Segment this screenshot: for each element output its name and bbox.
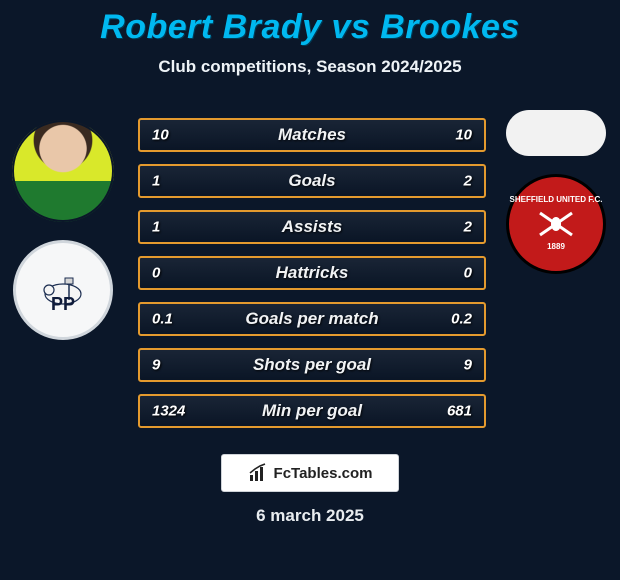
brand-text: FcTables.com	[274, 465, 373, 482]
stat-label: Assists	[282, 217, 342, 237]
stat-label: Goals	[288, 171, 335, 191]
page-title: Robert Brady vs Brookes	[0, 0, 620, 47]
club-badge-left	[13, 240, 113, 340]
stat-value-left: 1324	[152, 403, 185, 420]
swords-icon	[534, 207, 578, 241]
stat-bar: 9 Shots per goal 9	[138, 348, 486, 382]
stat-bar: 1 Goals 2	[138, 164, 486, 198]
chart-icon	[248, 463, 268, 483]
stat-bars: 10 Matches 10 1 Goals 2 1 Assists 2 0 Hattricks 0 0.…	[138, 118, 486, 428]
badge-right-text: SHEFFIELD UNITED F.C.	[510, 196, 603, 205]
right-column: SHEFFIELD UNITED F.C. 1889	[500, 110, 612, 274]
stat-bar: 1 Assists 2	[138, 210, 486, 244]
stat-value-right: 0	[464, 265, 472, 282]
stat-value-left: 0.1	[152, 311, 173, 328]
left-column	[8, 120, 118, 340]
stat-value-left: 10	[152, 127, 169, 144]
footer-date: 6 march 2025	[0, 506, 620, 526]
stat-value-right: 0.2	[451, 311, 472, 328]
player-photo-right-placeholder	[506, 110, 606, 156]
stat-bar: 1324 Min per goal 681	[138, 394, 486, 428]
stat-label: Matches	[278, 125, 346, 145]
stat-value-right: 9	[464, 357, 472, 374]
lamb-icon	[35, 270, 91, 310]
stat-value-left: 0	[152, 265, 160, 282]
stat-label: Shots per goal	[253, 355, 371, 375]
comparison-arena: SHEFFIELD UNITED F.C. 1889 10Matches101G…	[0, 98, 620, 458]
subtitle: Club competitions, Season 2024/2025	[0, 57, 620, 77]
stat-label: Min per goal	[262, 401, 362, 421]
club-badge-right: SHEFFIELD UNITED F.C. 1889	[506, 174, 606, 274]
stat-value-left: 1	[152, 173, 160, 190]
stat-bar: 0.1 Goals per match 0.2	[138, 302, 486, 336]
stat-label: Goals per match	[245, 309, 378, 329]
badge-right-year: 1889	[547, 243, 565, 252]
brand-logo[interactable]: FcTables.com	[221, 454, 399, 492]
stat-value-left: 1	[152, 219, 160, 236]
player-photo-left	[12, 120, 114, 222]
stat-bar: 0 Hattricks 0	[138, 256, 486, 290]
stat-value-right: 2	[464, 219, 472, 236]
stat-value-right: 681	[447, 403, 472, 420]
stat-bar: 10 Matches 10	[138, 118, 486, 152]
stat-value-right: 10	[455, 127, 472, 144]
stat-value-left: 9	[152, 357, 160, 374]
stat-value-right: 2	[464, 173, 472, 190]
stat-label: Hattricks	[276, 263, 349, 283]
